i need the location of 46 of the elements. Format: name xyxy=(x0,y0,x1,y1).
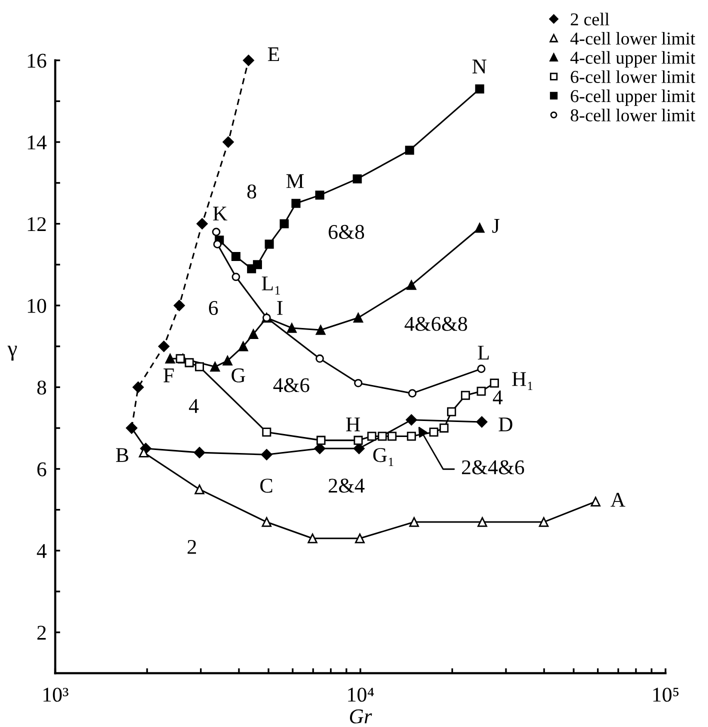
legend-label: 8-cell lower limit xyxy=(570,108,696,122)
y-tick-label: 10 xyxy=(28,298,46,313)
x-tick-label: 10⁵ xyxy=(653,688,679,702)
legend-label: 6-cell upper limit xyxy=(570,90,696,106)
annotation: 2&4 xyxy=(328,478,365,493)
x-axis-title: Gr xyxy=(350,709,372,724)
annotation: 6&8 xyxy=(328,224,364,239)
y-tick-label: 14 xyxy=(28,136,47,150)
annotation: 8 xyxy=(247,184,256,199)
annotation: 2&4&6 xyxy=(462,460,524,474)
annotation: 2 xyxy=(188,540,196,554)
annotation: C xyxy=(260,478,272,493)
annotation: G xyxy=(232,368,246,382)
annotation: E xyxy=(268,47,280,62)
y-tick-label: 4 xyxy=(36,544,47,558)
legend-label: 6-cell lower limit xyxy=(570,70,696,84)
y-tick-label: 6 xyxy=(37,462,46,476)
annotation: D xyxy=(498,418,512,432)
legend-label: 2 cell xyxy=(570,12,610,26)
x-tick-label: 10⁴ xyxy=(348,688,374,702)
annotation: 4 xyxy=(492,390,503,404)
annotation: F xyxy=(164,368,174,382)
x-tick-label: 10³ xyxy=(44,688,68,702)
y-tick-label: 2 xyxy=(37,626,46,640)
y-axis-title: γ xyxy=(8,346,17,361)
annotation: I xyxy=(277,301,283,315)
annotation: H₁ xyxy=(512,372,532,390)
y-tick-label: 12 xyxy=(28,217,46,231)
legend-label: 4-cell lower limit xyxy=(570,32,696,45)
annotation: L xyxy=(478,346,489,360)
y-tick-label: 8 xyxy=(37,380,46,395)
annotation: H xyxy=(346,418,360,432)
annotation: 4&6&8 xyxy=(404,316,468,331)
legend-label: 4-cell upper limit xyxy=(570,51,696,68)
y-tick-label: 16 xyxy=(28,54,46,68)
annotation: J xyxy=(492,219,500,233)
annotation: 4&6 xyxy=(273,378,310,392)
annotation: 6 xyxy=(208,300,218,315)
annotation: K xyxy=(213,206,228,220)
annotation: G₁ xyxy=(373,448,394,466)
annotation: L₁ xyxy=(262,276,280,294)
annotation: B xyxy=(116,448,128,462)
annotation: N xyxy=(472,60,486,74)
annotation: M xyxy=(286,174,304,188)
annotation: 4 xyxy=(188,399,199,413)
annotation: A xyxy=(610,492,626,507)
